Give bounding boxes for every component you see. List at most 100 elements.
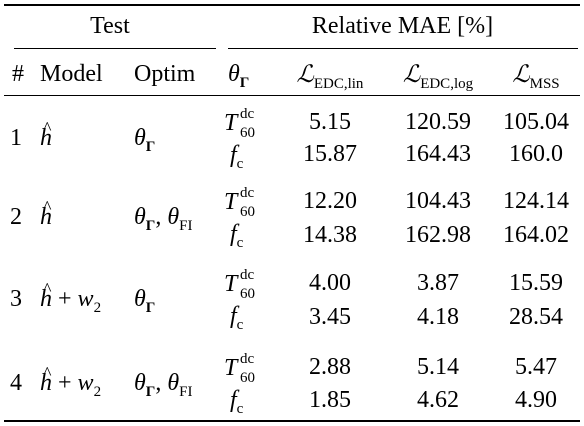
gamma-subscript: Γ: [145, 139, 156, 155]
t-letter: T: [224, 355, 238, 381]
value: 5.14: [417, 354, 459, 380]
row-3-t60-lin: 4.00: [275, 269, 385, 297]
f-letter: f: [230, 303, 237, 329]
top-rule: [4, 4, 580, 6]
row-index-label: 4: [10, 370, 22, 396]
row-2-optim: θΓ, θFI: [134, 203, 229, 240]
f-letter: f: [230, 387, 237, 413]
test-group-rule: [14, 48, 216, 49]
comma: ,: [155, 204, 162, 230]
value: 164.43: [405, 141, 471, 167]
t-superscript: dc: [240, 106, 255, 122]
loss-lin-header: ℒEDC,lin: [275, 60, 385, 98]
row-3-index: 3: [4, 285, 28, 313]
t60-symbol: T dc 60: [224, 106, 264, 141]
value: 5.47: [515, 354, 557, 380]
theta-symbol: θ: [134, 286, 146, 312]
f-subscript: c: [236, 156, 244, 172]
index-header: #: [4, 60, 32, 88]
relative-mae-label: Relative MAE [%]: [311, 13, 494, 39]
t-subscript: 60: [240, 286, 255, 302]
row-2-index: 2: [4, 203, 28, 231]
value: 5.15: [309, 109, 351, 135]
row-2-t60-label: T dc 60: [224, 185, 268, 223]
row-2-fc-label: fc: [230, 220, 270, 257]
row-1-fc-mss: 160.0: [492, 140, 580, 168]
loss-log-subscript: EDC,log: [420, 76, 474, 92]
theta-subscript: Γ: [239, 75, 250, 91]
row-4-fc-lin: 1.85: [275, 386, 385, 414]
value: 4.18: [417, 304, 459, 330]
row-4-t60-log: 5.14: [383, 353, 493, 381]
row-2-fc-log: 162.98: [383, 221, 493, 249]
loss-symbol: ℒ: [512, 60, 530, 88]
value: 162.98: [405, 222, 471, 248]
row-4-fc-mss: 4.90: [492, 386, 580, 414]
loss-mss-header: ℒMSS: [492, 60, 580, 98]
loss-log-header: ℒEDC,log: [383, 60, 493, 98]
theta-header: θΓ: [228, 60, 278, 97]
loss-mss-subscript: MSS: [529, 76, 560, 92]
t-letter: T: [224, 110, 238, 136]
row-3-fc-lin: 3.45: [275, 303, 385, 331]
gamma-subscript: Γ: [145, 300, 156, 316]
row-1-fc-log: 164.43: [383, 140, 493, 168]
value: 4.62: [417, 387, 459, 413]
fi-subscript: FI: [179, 218, 193, 234]
row-4-t60-mss: 5.47: [492, 353, 580, 381]
t-subscript: 60: [240, 370, 255, 386]
row-2-model: h: [40, 193, 130, 231]
value: 4.00: [309, 270, 351, 296]
row-3-t60-log: 3.87: [383, 269, 493, 297]
f-letter: f: [230, 142, 237, 168]
value: 3.45: [309, 304, 351, 330]
model-header: Model: [40, 60, 130, 88]
theta-symbol: θ: [134, 204, 146, 230]
t60-symbol: T dc 60: [224, 185, 264, 220]
gamma-subscript: Γ: [145, 384, 156, 400]
row-1-fc-lin: 15.87: [275, 140, 385, 168]
theta-symbol: θ: [228, 61, 240, 87]
row-index-label: 3: [10, 286, 22, 312]
value: 1.85: [309, 387, 351, 413]
row-4-optim: θΓ, θFI: [134, 369, 229, 406]
value: 2.88: [309, 354, 351, 380]
f-letter: f: [230, 221, 237, 247]
index-header-label: #: [12, 61, 24, 87]
row-2-t60-log: 104.43: [383, 187, 493, 215]
row-1-optim: θΓ: [134, 124, 224, 161]
value: 120.59: [405, 109, 471, 135]
row-3-model: h + w2: [40, 275, 135, 322]
w-letter: w: [77, 370, 94, 396]
value: 14.38: [303, 222, 357, 248]
h-hat-symbol: h: [40, 114, 52, 152]
row-4-model: h + w2: [40, 359, 135, 406]
h-hat-symbol: h: [40, 359, 52, 397]
row-4-fc-label: fc: [230, 386, 270, 423]
row-index-label: 1: [10, 125, 22, 151]
test-header-label: Test: [90, 13, 130, 39]
value: 160.0: [509, 141, 563, 167]
w-letter: w: [77, 286, 94, 312]
row-4-index: 4: [4, 369, 28, 397]
h-hat-symbol: h: [40, 275, 52, 313]
t-superscript: dc: [240, 267, 255, 283]
row-2-fc-mss: 164.02: [492, 221, 580, 249]
loss-symbol: ℒ: [296, 60, 314, 88]
mae-group-rule: [228, 48, 578, 49]
t-superscript: dc: [240, 351, 255, 367]
t-letter: T: [224, 189, 238, 215]
value: 28.54: [509, 304, 563, 330]
row-3-fc-mss: 28.54: [492, 303, 580, 331]
t-superscript: dc: [240, 185, 255, 201]
t-subscript: 60: [240, 125, 255, 141]
h-hat-symbol: h: [40, 193, 52, 231]
value: 4.90: [515, 387, 557, 413]
f-subscript: c: [236, 235, 244, 251]
w-subscript: 2: [93, 384, 102, 400]
row-3-t60-label: T dc 60: [224, 267, 268, 305]
optim-header-label: Optim: [134, 61, 196, 87]
loss-symbol: ℒ: [402, 60, 421, 88]
value: 3.87: [417, 270, 459, 296]
